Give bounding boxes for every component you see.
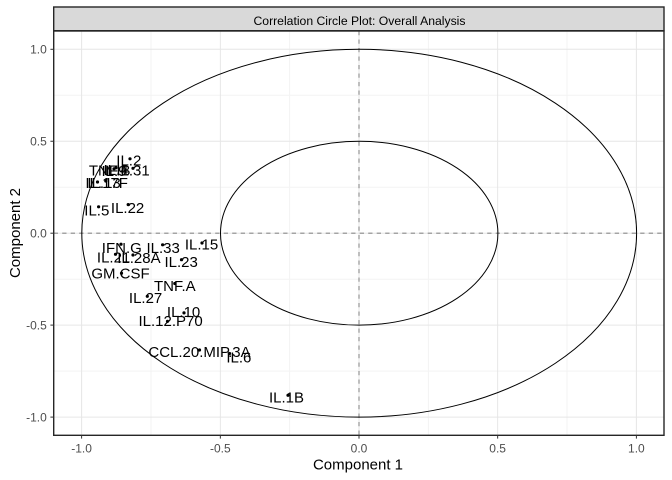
svg-text:GM.CSF: GM.CSF <box>91 265 149 282</box>
svg-text:IL.17F: IL.17F <box>85 175 128 192</box>
svg-text:-0.5: -0.5 <box>210 441 231 455</box>
svg-text:-0.5: -0.5 <box>26 318 47 332</box>
svg-text:IL.10: IL.10 <box>167 304 200 321</box>
svg-text:1.0: 1.0 <box>30 43 47 57</box>
svg-text:CCL.20.MIP.3A: CCL.20.MIP.3A <box>148 344 250 361</box>
svg-text:IL.2: IL.2 <box>116 152 141 169</box>
svg-text:IL.28A: IL.28A <box>117 250 160 267</box>
svg-text:IL.23: IL.23 <box>165 254 198 271</box>
svg-text:TNF.B: TNF.B <box>89 163 131 180</box>
svg-text:IL.27: IL.27 <box>129 290 162 307</box>
svg-text:IL.4: IL.4 <box>103 162 128 179</box>
svg-text:IL.6: IL.6 <box>226 349 251 366</box>
svg-text:Correlation Circle Plot: Overa: Correlation Circle Plot: Overall Analysi… <box>253 14 465 28</box>
svg-text:IL.33: IL.33 <box>147 240 180 257</box>
svg-text:IL.22: IL.22 <box>111 200 144 217</box>
svg-text:IFN.G: IFN.G <box>102 240 142 257</box>
svg-text:0.0: 0.0 <box>351 441 368 455</box>
svg-text:IL.5: IL.5 <box>84 203 109 220</box>
svg-text:1.0: 1.0 <box>628 441 645 455</box>
svg-text:-1.0: -1.0 <box>71 441 92 455</box>
svg-text:IL.31: IL.31 <box>116 163 149 180</box>
svg-text:IL.13: IL.13 <box>87 175 120 192</box>
svg-text:0.0: 0.0 <box>30 227 47 241</box>
svg-text:IL.21: IL.21 <box>97 250 130 267</box>
svg-text:0.5: 0.5 <box>30 135 47 149</box>
svg-text:TNF.A: TNF.A <box>154 278 196 295</box>
svg-text:IL.9: IL.9 <box>101 163 126 180</box>
svg-text:IL.1B: IL.1B <box>269 389 304 406</box>
svg-text:Component 2: Component 2 <box>7 188 24 278</box>
svg-text:-1.0: -1.0 <box>26 410 47 424</box>
svg-text:Component 1: Component 1 <box>313 457 403 474</box>
svg-text:IL.15: IL.15 <box>185 236 218 253</box>
svg-text:0.5: 0.5 <box>489 441 506 455</box>
svg-text:IL.12.P70: IL.12.P70 <box>138 313 202 330</box>
